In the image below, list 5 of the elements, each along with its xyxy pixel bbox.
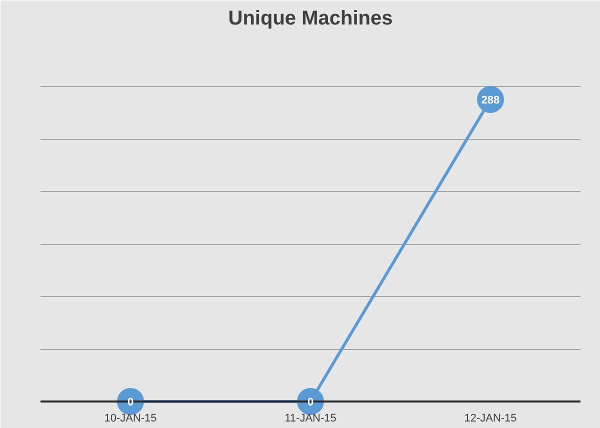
data-label: 288: [481, 94, 500, 107]
x-tick-label: 12-JAN-15: [464, 412, 517, 424]
x-tick-label: 10-JAN-15: [104, 412, 157, 424]
chart-title: Unique Machines: [228, 8, 393, 30]
x-tick-label: 11-JAN-15: [284, 412, 336, 424]
